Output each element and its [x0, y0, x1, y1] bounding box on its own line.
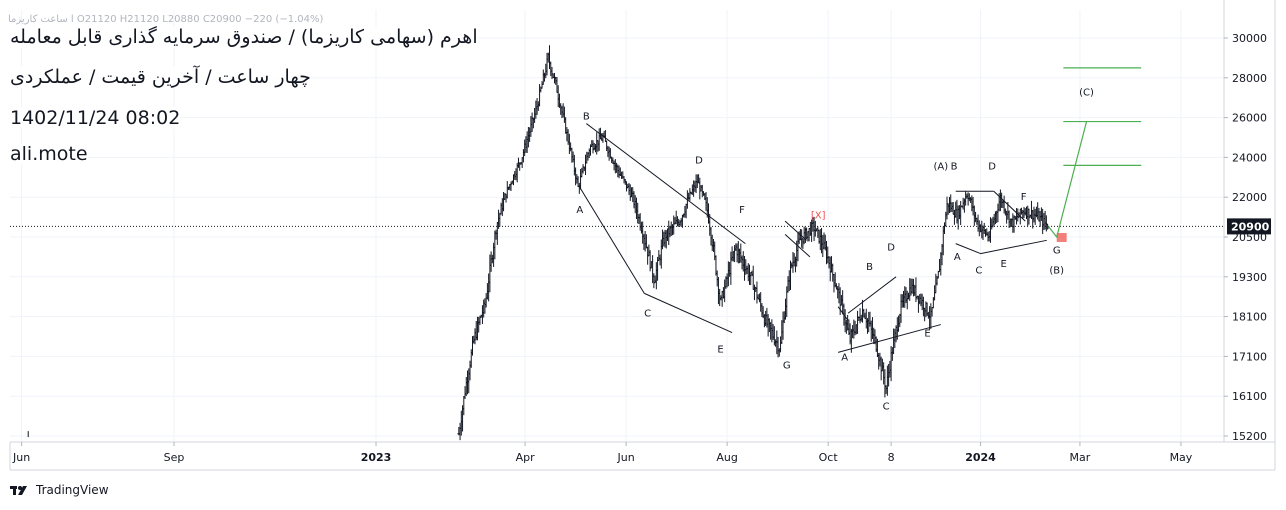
author-name: ali.mote — [10, 143, 88, 165]
wave-label: G — [1053, 246, 1061, 257]
chart-subtitle: چهار ساعت / آخرین قیمت / عملکردی — [10, 66, 311, 88]
wave-label: B — [951, 161, 958, 172]
wave-label: F — [739, 205, 745, 216]
wave-label: (A) — [933, 161, 948, 172]
chart-datetime: 1402/11/24 08:02 — [10, 107, 181, 129]
wave-label: D — [988, 161, 996, 172]
wave-label: A — [576, 205, 583, 216]
wave-label: C — [883, 401, 890, 412]
tradingview-logo-icon — [10, 486, 27, 495]
wave-label: D — [887, 242, 895, 253]
wave-label: E — [924, 329, 930, 340]
x-tick-label: Aug — [716, 451, 737, 464]
wave-label: G — [783, 360, 791, 371]
trend-line — [579, 186, 645, 294]
y-tick-label: 26000 — [1232, 112, 1267, 125]
trend-line — [955, 243, 981, 255]
trend-line — [784, 220, 807, 241]
axes: 3000028000260002400022000205001930018100… — [9, 0, 1276, 471]
x-tick-label: Jun — [12, 451, 30, 464]
y-tick-label: 17100 — [1232, 350, 1267, 363]
wave-label: F — [1021, 192, 1027, 203]
x-tick-label: Mar — [1070, 451, 1091, 464]
x-tick-label: Apr — [516, 451, 536, 464]
wave-label: E — [1001, 259, 1007, 270]
trend-line — [993, 190, 1026, 222]
wave-label: [X] — [811, 210, 826, 221]
trend-line — [837, 324, 941, 353]
trend-line — [784, 233, 811, 258]
x-tick-label: Jun — [617, 451, 635, 464]
y-tick-label: 24000 — [1232, 151, 1267, 164]
last-price-label: 20900 — [1231, 220, 1270, 233]
x-tick-label: Oct — [819, 451, 839, 464]
trend-line — [837, 306, 849, 321]
x-tick-label: May — [1170, 451, 1193, 464]
trend-lines — [10, 123, 1224, 353]
wave-label: B — [583, 112, 590, 123]
wave-label: (C) — [1079, 88, 1094, 99]
trend-line — [644, 292, 733, 333]
y-tick-label: 18100 — [1232, 311, 1267, 324]
y-tick-label: 30000 — [1232, 32, 1267, 45]
y-tick-label: 16100 — [1232, 390, 1267, 403]
wave-label: C — [975, 265, 982, 276]
trend-line — [847, 276, 897, 314]
wave-label: D — [695, 155, 703, 166]
trend-line — [586, 123, 746, 245]
wave-label: A — [954, 252, 961, 263]
price-bars — [27, 45, 1050, 441]
chart-title: اهرم (سهامی کاریزما) / صندوق سرمایه گذار… — [10, 26, 478, 48]
wave-label: B — [866, 262, 873, 273]
projection-path — [1047, 121, 1088, 239]
y-tick-label: 22000 — [1232, 191, 1267, 204]
x-tick-label: 2024 — [965, 451, 996, 464]
footer[interactable]: TradingView — [10, 481, 109, 499]
footer-brand[interactable]: TradingView — [36, 483, 109, 497]
projection — [1047, 67, 1142, 242]
wave-label: E — [717, 344, 723, 355]
last-price-badge — [1227, 218, 1271, 235]
y-tick-label: 28000 — [1232, 72, 1267, 85]
y-tick-label: 19300 — [1232, 271, 1267, 284]
trend-line — [980, 239, 1047, 255]
x-tick-label: 8 — [888, 451, 895, 464]
y-tick-label: 15200 — [1232, 430, 1267, 443]
x-tick-label: 2023 — [361, 451, 392, 464]
wave-label: C — [644, 309, 651, 320]
ohlc-readout: ا ساعت کاریزما O21120 H21120 L20880 C209… — [8, 14, 324, 25]
wave-label: (B) — [1049, 265, 1064, 276]
x-tick-label: Sep — [164, 451, 185, 464]
target-box — [1056, 233, 1067, 242]
wave-label: A — [841, 352, 848, 363]
